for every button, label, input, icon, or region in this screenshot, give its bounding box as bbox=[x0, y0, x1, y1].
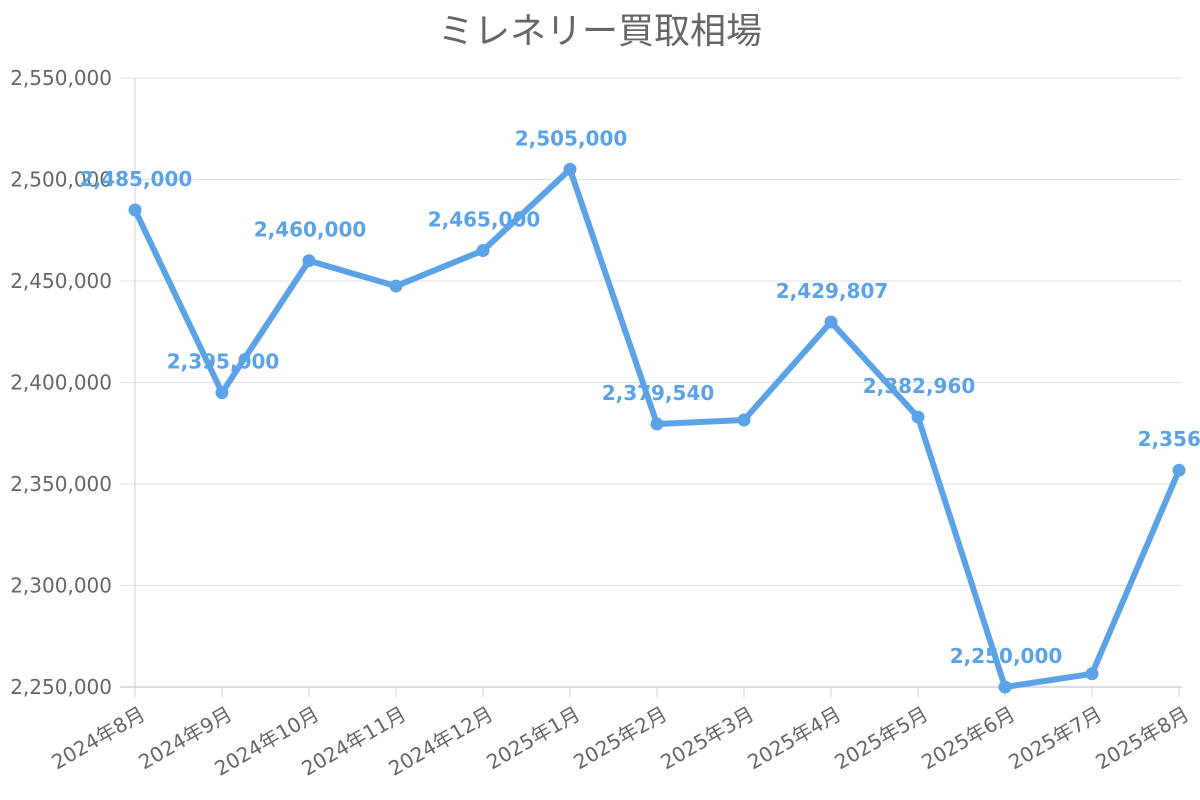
x-tick-label: 2025年7月 bbox=[1004, 702, 1106, 775]
axes bbox=[134, 78, 1180, 697]
data-point bbox=[650, 417, 664, 431]
data-point bbox=[998, 680, 1012, 694]
y-tick-label: 2,550,000 bbox=[10, 66, 112, 90]
x-tick-labels: 2024年8月2024年9月2024年10月2024年11月2024年12月20… bbox=[47, 702, 1193, 781]
data-label: 2,429,807 bbox=[776, 279, 889, 303]
data-point bbox=[128, 203, 142, 217]
x-tick-label: 2025年5月 bbox=[830, 702, 932, 775]
y-tick-labels: 2,550,000 2,500,000 2,450,000 2,400,000 2,35… bbox=[10, 66, 112, 699]
data-point bbox=[389, 279, 403, 293]
data-point bbox=[1085, 667, 1099, 681]
data-point bbox=[215, 386, 229, 400]
y-tick-label: 2,250,000 bbox=[10, 675, 112, 699]
y-tick-label: 2,400,000 bbox=[10, 371, 112, 395]
data-label: 2,382,960 bbox=[863, 374, 976, 398]
data-label: 2,356,8 bbox=[1138, 427, 1200, 451]
data-label: 2,395,000 bbox=[167, 350, 280, 374]
x-tick-label: 2025年2月 bbox=[569, 702, 671, 775]
data-label: 2,379,540 bbox=[602, 381, 715, 405]
data-label: 2,485,000 bbox=[80, 167, 193, 191]
x-tick-label: 2025年4月 bbox=[743, 702, 845, 775]
x-tick-label: 2025年3月 bbox=[656, 702, 758, 775]
data-label: 2,465,000 bbox=[428, 208, 541, 232]
x-tick-label: 2025年6月 bbox=[917, 702, 1019, 775]
data-point bbox=[476, 244, 490, 258]
x-tick-label: 2025年8月 bbox=[1091, 702, 1193, 775]
series-layer bbox=[128, 162, 1186, 694]
data-point bbox=[563, 162, 577, 176]
data-label: 2,250,000 bbox=[950, 644, 1063, 668]
x-tick-label: 2024年8月 bbox=[47, 702, 149, 775]
chart-title: ミレネリー買取相場 bbox=[437, 11, 762, 52]
data-point bbox=[1172, 463, 1186, 477]
y-tick-label: 2,300,000 bbox=[10, 574, 112, 598]
data-point bbox=[737, 413, 751, 427]
y-tick-label: 2,500,000 bbox=[10, 168, 112, 192]
y-tick-label: 2,450,000 bbox=[10, 269, 112, 293]
data-labels: 2,485,000 2,395,000 2,460,000 2,465,000 2,50… bbox=[80, 126, 1200, 668]
data-point bbox=[911, 410, 925, 424]
data-point bbox=[824, 315, 838, 329]
x-tick-label: 2025年1月 bbox=[482, 702, 584, 775]
data-label: 2,505,000 bbox=[515, 126, 628, 150]
y-tick-label: 2,350,000 bbox=[10, 472, 112, 496]
data-label: 2,460,000 bbox=[254, 218, 367, 242]
data-point bbox=[302, 254, 316, 268]
